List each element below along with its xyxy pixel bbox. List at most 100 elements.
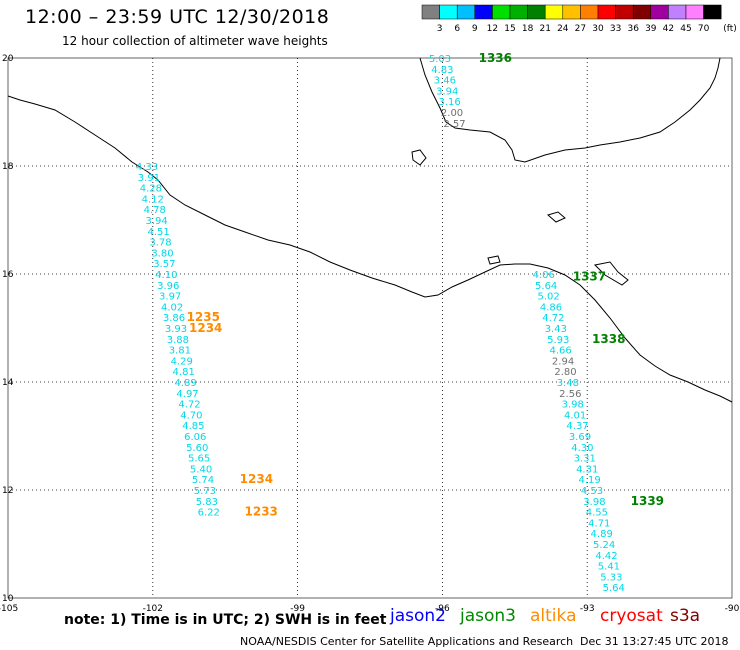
pass-time-label: 1337: [573, 270, 606, 284]
wave-height-value: 3.94: [436, 86, 458, 97]
pass-time-label: 1234: [240, 472, 273, 486]
wave-height-value: 4.01: [564, 410, 586, 421]
wave-height-value: 4.66: [550, 346, 572, 357]
wave-height-value: 4.85: [182, 421, 204, 432]
wave-height-value: 4.02: [161, 302, 183, 313]
pass-time-label: 1339: [631, 494, 664, 508]
wave-height-value: 3.94: [146, 216, 168, 227]
wave-height-value: 4.72: [178, 400, 200, 411]
wave-height-value: 5.73: [194, 486, 216, 497]
wave-height-value: 3.43: [545, 324, 567, 335]
legend-swatch: [615, 4, 634, 20]
wave-height-value: 4.89: [591, 529, 613, 540]
legend-swatch: [562, 4, 581, 20]
wave-height-value: 3.88: [167, 335, 189, 346]
lon-tick-label: -105: [0, 604, 18, 614]
wave-height-value: 4.28: [140, 184, 162, 195]
satellite-name: s3a: [670, 606, 701, 626]
legend-label: 30: [592, 24, 604, 34]
wave-height-value: 3.96: [157, 281, 179, 292]
map-frame: [7, 57, 733, 599]
wave-height-value: 4.19: [578, 475, 600, 486]
wave-height-value: 3.86: [163, 313, 185, 324]
wave-height-value: 3.98: [562, 400, 584, 411]
wave-height-value: 5.93: [547, 335, 569, 346]
footer-credit: NOAA/NESDIS Center for Satellite Applica…: [240, 635, 574, 648]
wave-height-value: 4.55: [586, 508, 608, 519]
legend-swatch: [703, 4, 722, 20]
legend-swatch: [632, 4, 652, 20]
wave-height-value: 2.56: [559, 389, 581, 400]
legend-swatch: [474, 4, 493, 20]
wave-height-value: 4.10: [155, 270, 177, 281]
legend-swatch: [421, 4, 440, 20]
wave-height-value: 5.64: [603, 583, 625, 594]
map-title: 12:00 – 23:59 UTC 12/30/2018: [25, 6, 330, 28]
legend-swatch: [492, 4, 511, 20]
wave-height-value: 4.72: [542, 313, 564, 324]
legend-swatch: [527, 4, 546, 20]
wave-height-value: 5.24: [593, 540, 615, 551]
coastline: [7, 57, 733, 403]
wave-height-value: 5.65: [188, 454, 210, 465]
wave-height-value: 4.06: [533, 270, 555, 281]
footer-timestamp: Dec 31 13:27:45 UTC 2018: [580, 635, 729, 648]
wave-height-value: 3.46: [434, 76, 456, 87]
wave-height-value: 4.86: [540, 302, 562, 313]
altimeter-tracks: 4.333.914.284.124.783.944.513.783.803.57…: [136, 51, 664, 594]
pass-time-label: 1336: [479, 51, 512, 65]
legend-label: 18: [522, 24, 534, 34]
wave-height-value: 5.60: [186, 443, 208, 454]
lon-tick-label: -96: [435, 604, 450, 614]
legend-swatch: [580, 4, 599, 20]
island-4: [487, 255, 501, 265]
wave-height-value: 3.80: [151, 248, 173, 259]
wave-height-value: 3.48: [557, 378, 579, 389]
lon-tick-label: -99: [290, 604, 305, 614]
satellite-name: jason3: [460, 606, 516, 626]
wave-height-value: 4.97: [176, 389, 198, 400]
wave-height-value: 4.33: [136, 162, 158, 173]
wave-height-value: 2.00: [441, 108, 463, 119]
wave-height-value: 4.31: [576, 464, 598, 475]
gulf-coast: [419, 57, 721, 163]
legend-swatch: [456, 4, 476, 20]
wave-height-value: 3.93: [165, 324, 187, 335]
wave-height-value: 4.12: [142, 194, 164, 205]
legend-label: 42: [663, 24, 674, 34]
wave-height-value: 3.81: [169, 346, 191, 357]
pass-time-label: 1338: [592, 332, 625, 346]
wave-height-value: 4.83: [431, 65, 453, 76]
wave-height-value: 3.78: [149, 238, 171, 249]
wave-height-value: 2.80: [554, 367, 576, 378]
legend-swatch: [650, 4, 669, 20]
wave-height-value: 5.83: [196, 497, 218, 508]
legend-label: 39: [645, 24, 657, 34]
lat-tick-label: 20: [2, 54, 14, 64]
wave-height-value: 5.03: [429, 54, 451, 65]
legend-label: 70: [698, 24, 710, 34]
island-3: [593, 261, 629, 286]
wave-height-value: 3.69: [569, 432, 591, 443]
wave-height-value: 3.98: [583, 497, 605, 508]
satellite-name: jason2: [390, 606, 446, 626]
wave-height-value: 4.71: [588, 518, 610, 529]
wave-height-value: 3.16: [439, 97, 461, 108]
wave-height-value: 6.06: [184, 432, 206, 443]
wave-height-value: 4.29: [171, 356, 193, 367]
wave-height-value: 4.42: [595, 551, 617, 562]
lat-tick-label: 12: [2, 486, 13, 496]
wave-height-value: 5.33: [600, 572, 622, 583]
pass-time-label: 1235: [187, 310, 220, 324]
pass-time-label: 1234: [189, 321, 222, 335]
wave-height-value: 4.51: [147, 227, 169, 238]
lat-tick-label: 18: [2, 162, 14, 172]
lon-tick-label: -93: [580, 604, 595, 614]
color-legend: 3 6 9 12 15 18 21 24 27 30 33 36 39 42 45 70 (ft): [421, 4, 737, 34]
wave-height-value: 2.94: [552, 356, 574, 367]
wave-height-value: 5.40: [190, 464, 212, 475]
wave-height-value: 4.53: [581, 486, 603, 497]
lat-tick-label: 16: [2, 270, 14, 280]
lon-tick-label: -90: [725, 604, 740, 614]
